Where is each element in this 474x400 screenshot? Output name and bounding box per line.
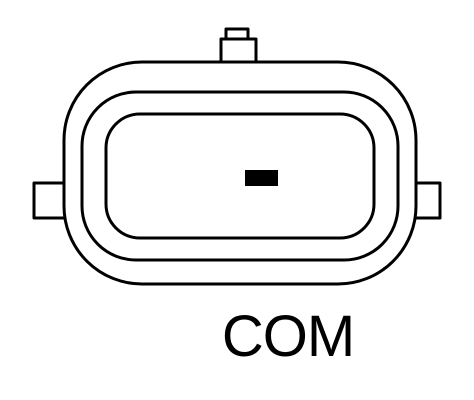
inner-cavity <box>104 112 376 240</box>
terminal-pin <box>245 170 278 186</box>
latch-stem <box>219 37 258 66</box>
pin-label: COM <box>221 304 355 369</box>
